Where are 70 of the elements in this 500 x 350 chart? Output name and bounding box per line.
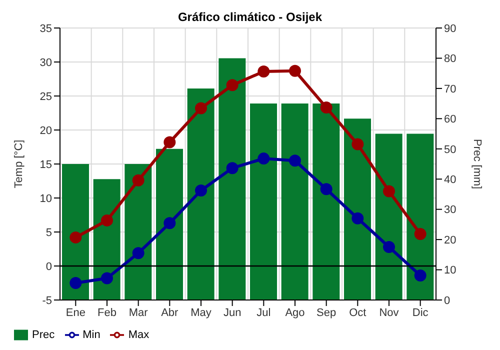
point <box>164 217 176 230</box>
point <box>132 247 144 260</box>
y-tick-label: 20 <box>40 124 52 137</box>
point <box>132 174 144 186</box>
y2-tick-label: 40 <box>444 174 456 186</box>
x-tick-label: Dic <box>412 306 429 319</box>
bar <box>281 104 308 300</box>
legend-label: Prec <box>32 328 55 341</box>
bar <box>187 88 214 300</box>
y2-tick-label: 50 <box>444 144 456 156</box>
point <box>258 152 270 165</box>
point <box>320 183 332 196</box>
x-tick-label: Ene <box>66 306 86 319</box>
point <box>226 162 238 174</box>
point <box>352 138 364 150</box>
x-tick-label: Feb <box>98 306 116 319</box>
y2-tick-label: 60 <box>444 114 456 126</box>
y-tick-label: 30 <box>40 56 52 69</box>
point <box>164 136 176 148</box>
y2-tick-label: 30 <box>444 204 456 216</box>
y2-tick-label: 0 <box>444 294 450 307</box>
x-tick-label: Abr <box>161 306 179 319</box>
bar <box>218 58 246 300</box>
bar <box>62 164 89 300</box>
bar <box>375 134 402 300</box>
point <box>414 270 426 282</box>
point <box>195 102 207 114</box>
legend-label: Max <box>128 328 150 341</box>
x-tick-label: Jun <box>223 306 242 319</box>
y2-axis-title: Prec [mm] <box>471 138 484 190</box>
point <box>289 64 301 77</box>
chart-title: Gráfico climático - Osijek <box>176 10 324 24</box>
point <box>101 214 113 226</box>
x-tick-label: Ago <box>285 306 305 319</box>
y-tick-label: 5 <box>46 226 52 239</box>
y-tick-label: 25 <box>40 90 52 103</box>
y-tick-label: 35 <box>40 22 52 35</box>
point <box>414 228 426 240</box>
x-tick-label: Jul <box>256 306 271 319</box>
x-tick-label: Mar <box>128 306 148 319</box>
x-tick-label: Oct <box>349 306 366 319</box>
point <box>195 184 207 197</box>
bar <box>156 148 183 300</box>
x-tick-label: May <box>190 306 212 319</box>
point <box>352 212 364 224</box>
x-tick-label: Sep <box>316 306 336 319</box>
legend-label: Min <box>82 328 100 341</box>
y2-tick-label: 10 <box>444 264 456 277</box>
point <box>320 102 332 114</box>
y2-tick-label: 20 <box>444 234 456 246</box>
y2-tick-label: 70 <box>444 83 456 96</box>
point <box>383 185 395 198</box>
bar <box>406 134 434 300</box>
x-tick-label: Nov <box>379 306 400 319</box>
point <box>101 272 113 284</box>
bar <box>250 104 277 300</box>
y-tick-label: 15 <box>40 158 52 171</box>
point <box>226 79 238 92</box>
point <box>70 231 82 244</box>
point <box>383 240 395 253</box>
point <box>289 154 301 167</box>
y2-tick-label: 80 <box>444 53 456 66</box>
y-axis-title: Temp [°C] <box>12 140 25 188</box>
point <box>258 66 270 78</box>
y-tick-label: 10 <box>40 192 52 205</box>
bar <box>312 104 340 300</box>
y-tick-label: 0 <box>46 260 52 273</box>
point <box>70 277 82 289</box>
y-tick-label: -5 <box>42 294 52 307</box>
y2-tick-label: 90 <box>444 22 456 35</box>
